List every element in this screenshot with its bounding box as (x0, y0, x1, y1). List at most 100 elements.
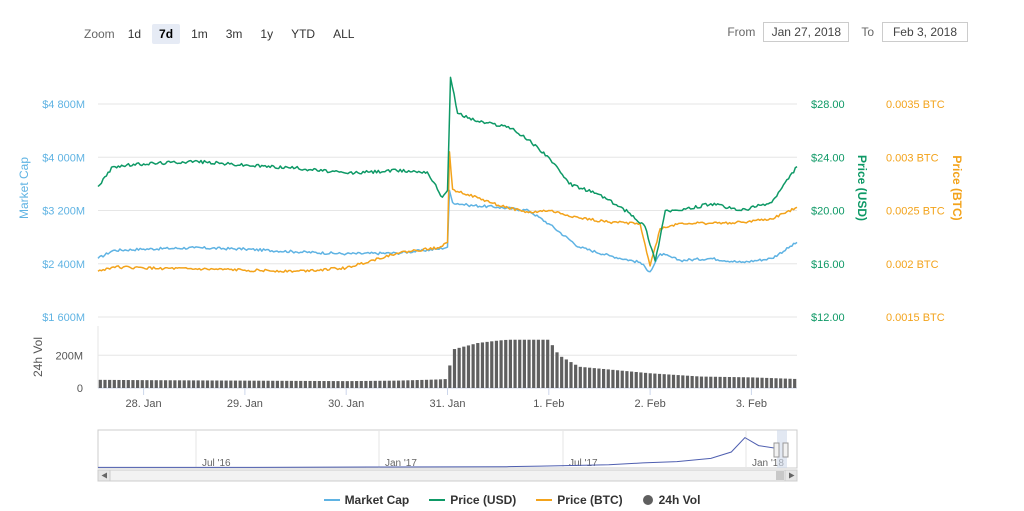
to-date-input[interactable] (882, 22, 968, 42)
volume-bar (532, 339, 536, 388)
price-btc-tick-label: 0.0025 BTC (886, 206, 945, 218)
volume-axis-title: 24h Vol (31, 337, 45, 377)
volume-bar (751, 377, 755, 388)
volume-bar (424, 379, 429, 388)
volume-bar (690, 375, 694, 388)
navigator-label: Jan '18 (752, 458, 784, 469)
price-btc-axis-title: Price (BTC) (950, 155, 964, 220)
price-usd-axis-title: Price (USD) (855, 155, 869, 221)
volume-bar (149, 380, 154, 388)
volume-bar (541, 339, 545, 388)
zoom-3m-button[interactable]: 3m (225, 27, 243, 41)
volume-bar (709, 376, 713, 388)
volume-bar (159, 380, 163, 388)
volume-bar (122, 380, 126, 388)
volume-bar (336, 381, 340, 388)
volume-bar (490, 341, 494, 388)
volume-bar (322, 381, 326, 388)
volume-bar (163, 380, 168, 388)
volume-bar (126, 380, 130, 388)
price-btc-tick-label: 0.0035 BTC (886, 99, 945, 111)
volume-bar (564, 359, 568, 388)
volume-bar (546, 339, 550, 388)
volume-bar (592, 368, 596, 388)
volume-bar (117, 379, 121, 388)
volume-bar (634, 371, 638, 388)
from-date-input[interactable] (763, 22, 850, 42)
volume-tick-label: 0 (77, 383, 83, 395)
zoom-1y-button[interactable]: 1y (260, 27, 274, 41)
volume-bar (588, 367, 592, 388)
zoom-7d-button[interactable]: 7d (152, 24, 181, 44)
navigator-label: Jul '17 (569, 458, 598, 469)
volume-bar (527, 339, 531, 388)
legend-price-usd-label: Price (USD) (450, 493, 517, 507)
volume-bar (499, 340, 503, 388)
volume-bar (266, 380, 270, 388)
volume-bar (369, 380, 373, 388)
zoom-1d-button[interactable]: 1d (127, 27, 142, 41)
volume-bar (737, 377, 741, 388)
price-usd-tick-label: $24.00 (811, 152, 845, 164)
volume-bar (378, 380, 382, 388)
volume-bar (625, 371, 629, 388)
volume-bar (741, 377, 746, 388)
volume-bar (238, 380, 242, 388)
volume-bar (392, 380, 396, 388)
volume-bar (732, 377, 736, 388)
volume-bar (513, 339, 517, 388)
volume-bar (755, 377, 759, 388)
legend-volume[interactable]: 24h Vol (642, 493, 700, 507)
volume-bar (704, 376, 708, 388)
zoom-all-button[interactable]: ALL (333, 27, 355, 41)
volume-bar (583, 367, 587, 388)
volume-bar (303, 380, 307, 388)
x-tick-label: 28. Jan (126, 398, 162, 410)
volume-bar (727, 377, 732, 388)
volume-bar (508, 339, 513, 388)
volume-bar (215, 380, 219, 388)
volume-bar (331, 381, 335, 388)
volume-bar (252, 380, 256, 388)
volume-bar (359, 380, 363, 388)
volume-bar (224, 380, 228, 388)
volume-bar (629, 371, 634, 388)
volume-bar (452, 349, 457, 388)
volume-bar (471, 344, 475, 388)
legend-market-cap[interactable]: Market Cap (323, 493, 409, 507)
volume-bar (177, 380, 182, 388)
scrollbar-right-arrow-icon (789, 472, 795, 479)
volume-bar (578, 366, 582, 388)
volume-bar (280, 380, 284, 388)
legend-volume-dot (642, 495, 653, 505)
volume-bar (299, 380, 303, 388)
volume-bar (676, 375, 680, 388)
zoom-ytd-button[interactable]: YTD (291, 27, 316, 41)
volume-bar (313, 380, 317, 388)
market-cap-axis-title: Market Cap (17, 157, 31, 219)
volume-bar (569, 362, 573, 388)
volume-bar (476, 343, 480, 388)
zoom-1m-button[interactable]: 1m (191, 27, 208, 41)
to-label: To (861, 25, 874, 39)
volume-bar (793, 378, 797, 388)
legend-price-btc[interactable]: Price (BTC) (536, 493, 623, 507)
volume-bar (574, 364, 578, 388)
volume-bar (168, 380, 172, 388)
legend-price-usd[interactable]: Price (USD) (429, 493, 516, 507)
volume-bar (355, 381, 359, 388)
volume-bar (662, 374, 666, 388)
price-btc-tick-label: 0.002 BTC (886, 259, 939, 271)
x-tick-label: 30. Jan (328, 398, 364, 410)
market-cap-tick-label: $1 600M (42, 312, 85, 324)
volume-bar (387, 380, 391, 388)
volume-bar (667, 374, 671, 388)
scrollbar-track (97, 469, 798, 482)
zoom-label: Zoom (84, 27, 115, 41)
volume-bar (457, 347, 461, 388)
volume-bar (480, 342, 485, 388)
volume-bar (396, 380, 401, 388)
volume-bar (611, 369, 615, 388)
volume-bar (229, 380, 233, 388)
